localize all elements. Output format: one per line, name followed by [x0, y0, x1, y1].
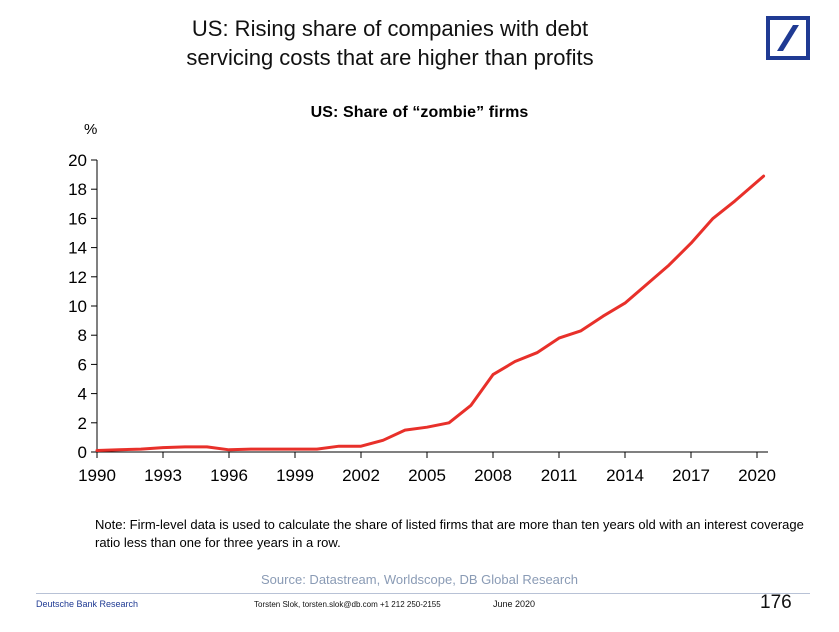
slide-title-line-1: US: Rising share of companies with debt — [191, 16, 589, 41]
y-tick-label: 0 — [78, 443, 87, 462]
data-point — [425, 426, 429, 429]
y-tick-label: 10 — [68, 297, 87, 316]
data-point — [337, 445, 341, 448]
footer-date: June 2020 — [493, 599, 536, 609]
y-tick-label: 16 — [68, 209, 87, 228]
x-tick-label: 2005 — [408, 466, 446, 485]
chart-note: Note: Firm-level data is used to calcula… — [95, 517, 804, 550]
x-tick-label: 1999 — [276, 466, 314, 485]
data-point — [645, 282, 649, 286]
x-tick-label: 2002 — [342, 466, 380, 485]
data-point — [557, 336, 561, 340]
data-point — [381, 439, 385, 442]
y-tick-label: 12 — [68, 268, 87, 287]
deutsche-bank-logo-icon — [766, 16, 810, 60]
y-tick-label: 18 — [68, 180, 87, 199]
y-axis: 0 2 4 6 8 10 12 14 16 18 20 — [68, 151, 98, 462]
y-tick-label: 4 — [78, 385, 87, 404]
data-points — [95, 174, 765, 452]
data-point — [161, 446, 165, 449]
data-point — [535, 351, 539, 354]
data-point — [667, 263, 671, 267]
footer-divider — [36, 593, 810, 594]
series-line — [95, 174, 766, 452]
x-axis: 1990 1993 1996 1999 2002 2005 2008 2011 2014 2017… — [78, 451, 776, 485]
data-point — [623, 301, 627, 305]
x-tick-label: 2011 — [541, 466, 578, 485]
x-tick-label: 2008 — [474, 466, 512, 485]
data-point — [491, 373, 495, 376]
x-tick-label: 1990 — [78, 466, 116, 485]
data-point — [315, 447, 319, 451]
data-point — [711, 217, 715, 220]
chart-title: US: Share of “zombie” firms — [310, 104, 529, 121]
x-tick-label: 1996 — [210, 466, 248, 485]
data-point — [359, 445, 363, 448]
y-tick-label: 6 — [78, 355, 87, 374]
data-point — [183, 445, 187, 449]
data-point — [205, 445, 209, 449]
data-point — [271, 447, 275, 451]
data-point — [579, 329, 583, 332]
data-point — [469, 404, 473, 407]
data-point — [95, 449, 99, 452]
data-point — [403, 428, 407, 432]
x-tick-label: 2017 — [672, 466, 710, 485]
data-point — [733, 199, 737, 203]
data-point — [139, 447, 143, 451]
footer-brand: Deutsche Bank Research — [36, 599, 139, 609]
y-tick-label: 8 — [78, 326, 87, 345]
y-tick-label: 14 — [68, 239, 87, 258]
page-number: 176 — [760, 592, 792, 613]
data-point — [447, 421, 451, 424]
x-tick-label: 1993 — [144, 466, 182, 485]
slide-title: US: Rising share of companies with debt … — [90, 14, 690, 72]
data-point — [689, 242, 693, 245]
data-point — [117, 448, 121, 451]
slide-title-line-2: servicing costs that are higher than pro… — [186, 45, 594, 70]
data-point — [513, 360, 517, 363]
data-point — [249, 447, 253, 451]
data-point — [762, 174, 765, 178]
data-point — [601, 315, 605, 318]
y-tick-label: 20 — [68, 151, 87, 170]
zombie-firms-line-chart: 0 2 4 6 8 10 12 14 16 18 20 1990 1993 1996 1999 2002 20… — [68, 121, 776, 485]
y-axis-label: % — [84, 121, 97, 138]
data-point — [227, 448, 231, 451]
footer-contact: Torsten Slok, torsten.slok@db.com +1 212… — [254, 600, 441, 609]
y-tick-label: 2 — [78, 414, 87, 433]
x-tick-label: 2014 — [606, 466, 644, 485]
x-tick-label: 2020 — [738, 466, 776, 485]
source-text: Source: Datastream, Worldscope, DB Globa… — [261, 572, 578, 587]
data-point — [293, 447, 297, 451]
